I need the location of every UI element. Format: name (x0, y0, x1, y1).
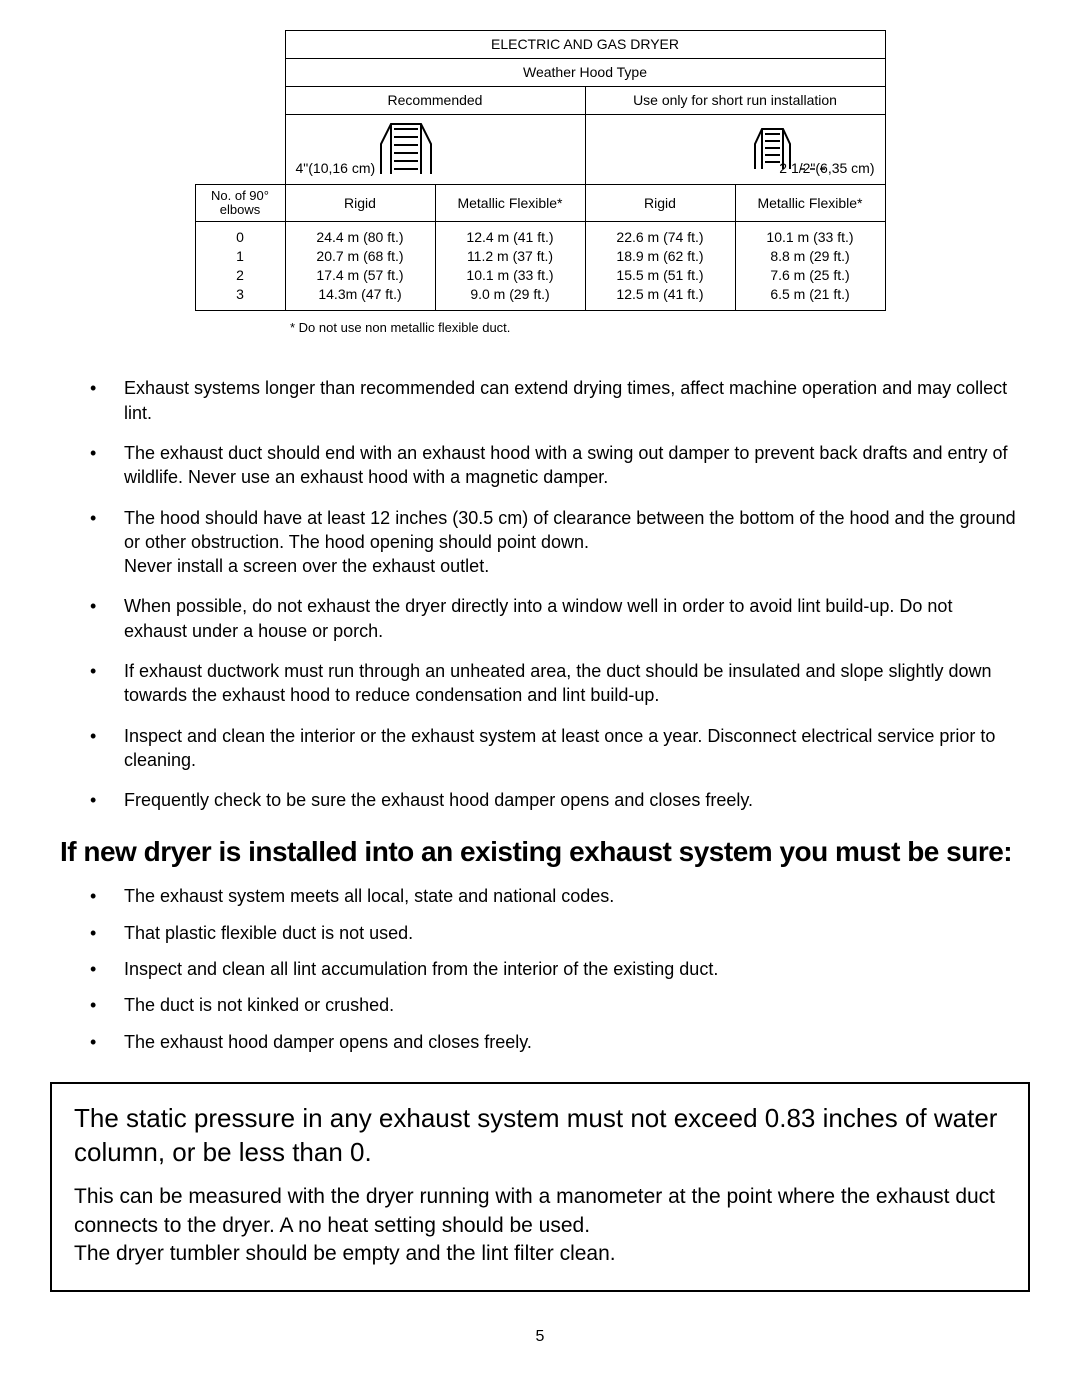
table-data-rows: 0 1 2 3 24.4 m (80 ft.) 20.7 m (68 ft.) … (195, 222, 885, 311)
hood-small-cell: 2 1/2"(6,35 cm) (585, 114, 885, 184)
elbows-col: 0 1 2 3 (195, 222, 285, 311)
flex-short-col: 10.1 m (33 ft.) 8.8 m (29 ft.) 7.6 m (25… (735, 222, 885, 311)
list-item: If exhaust ductwork must run through an … (90, 659, 1020, 708)
table-footnote: * Do not use non metallic flexible duct. (290, 319, 1020, 337)
list-item: Exhaust systems longer than recommended … (90, 376, 1020, 425)
hood-large-cell: 4"(10,16 cm) (285, 114, 585, 184)
main-bullet-list: Exhaust systems longer than recommended … (60, 376, 1020, 812)
col-rigid-2: Rigid (585, 184, 735, 222)
col-rigid-1: Rigid (285, 184, 435, 222)
list-item: The duct is not kinked or crushed. (90, 993, 1020, 1017)
table-title: ELECTRIC AND GAS DRYER (285, 31, 885, 59)
static-pressure-callout: The static pressure in any exhaust syste… (50, 1082, 1030, 1293)
list-item: When possible, do not exhaust the dryer … (90, 594, 1020, 643)
hood-large-label: 4"(10,16 cm) (296, 159, 376, 178)
hood-large-icon (366, 119, 446, 179)
table-subtitle: Weather Hood Type (285, 58, 885, 86)
col-shortrun: Use only for short run installation (585, 86, 885, 114)
col-flex-2: Metallic Flexible* (735, 184, 885, 222)
col-recommended: Recommended (285, 86, 585, 114)
list-item: That plastic flexible duct is not used. (90, 921, 1020, 945)
exhaust-table: ELECTRIC AND GAS DRYER Weather Hood Type… (60, 30, 1020, 311)
list-item: Frequently check to be sure the exhaust … (90, 788, 1020, 812)
callout-heading: The static pressure in any exhaust syste… (74, 1102, 1006, 1170)
list-item: The exhaust duct should end with an exha… (90, 441, 1020, 490)
list-item: Inspect and clean the interior or the ex… (90, 724, 1020, 773)
col-flex-1: Metallic Flexible* (435, 184, 585, 222)
sub-bullet-list: The exhaust system meets all local, stat… (60, 884, 1020, 1053)
rigid-rec-col: 24.4 m (80 ft.) 20.7 m (68 ft.) 17.4 m (… (285, 222, 435, 311)
list-item: The exhaust system meets all local, stat… (90, 884, 1020, 908)
elbows-header: No. of 90° elbows (195, 184, 285, 222)
vent-length-table: ELECTRIC AND GAS DRYER Weather Hood Type… (195, 30, 886, 311)
section-heading: If new dryer is installed into an existi… (60, 833, 1020, 871)
flex-rec-col: 12.4 m (41 ft.) 11.2 m (37 ft.) 10.1 m (… (435, 222, 585, 311)
list-item: The exhaust hood damper opens and closes… (90, 1030, 1020, 1054)
callout-body: This can be measured with the dryer runn… (74, 1183, 1006, 1268)
rigid-short-col: 22.6 m (74 ft.) 18.9 m (62 ft.) 15.5 m (… (585, 222, 735, 311)
hood-small-label: 2 1/2"(6,35 cm) (779, 159, 874, 178)
list-item: Inspect and clean all lint accumulation … (90, 957, 1020, 981)
page-number: 5 (60, 1326, 1020, 1348)
list-item: The hood should have at least 12 inches … (90, 506, 1020, 579)
